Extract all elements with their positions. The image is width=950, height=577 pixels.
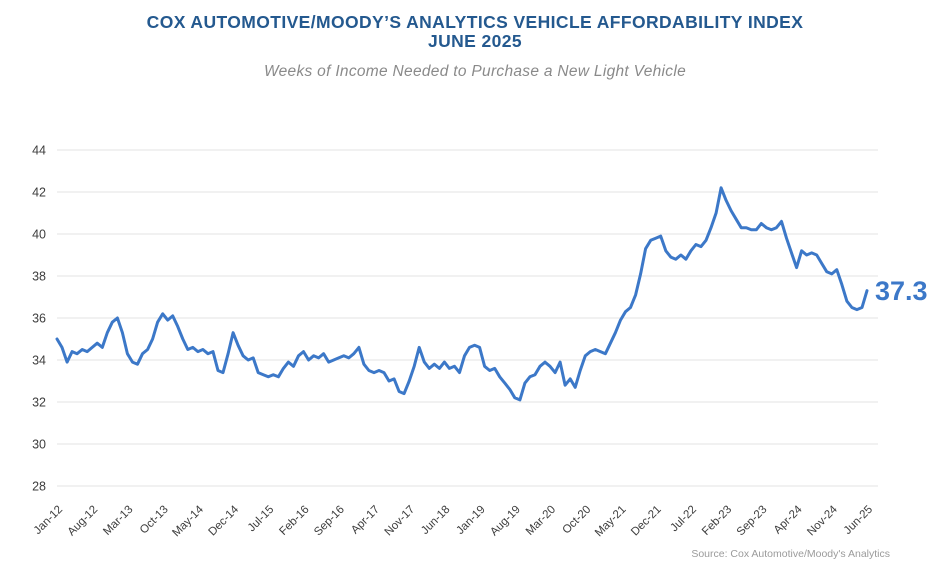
x-tick-label: Feb-23 <box>700 504 734 538</box>
chart-title-line2: JUNE 2025 <box>427 31 523 51</box>
x-tick-label: Oct-13 <box>138 504 171 537</box>
x-tick-label: Nov-17 <box>383 504 418 539</box>
x-tick-label: Jun-25 <box>842 504 875 537</box>
x-tick-label: Sep-16 <box>312 504 347 539</box>
x-tick-label: Jan-19 <box>454 504 487 537</box>
y-tick-label: 44 <box>32 144 46 158</box>
index-line-series <box>55 186 869 402</box>
x-tick-label: Mar-13 <box>101 504 135 538</box>
current-value-label: 37.3 <box>875 276 928 306</box>
x-tick-label: Aug-19 <box>488 504 523 539</box>
y-tick-label: 42 <box>32 186 46 200</box>
x-tick-label: Jul-15 <box>246 504 277 535</box>
x-tick-label: Nov-24 <box>805 503 840 538</box>
x-tick-label: Dec-14 <box>207 503 242 538</box>
y-tick-label: 40 <box>32 228 46 242</box>
chart-subtitle: Weeks of Income Needed to Purchase a New… <box>263 63 686 80</box>
x-tick-label: Aug-12 <box>66 504 101 539</box>
x-tick-label: Jul-22 <box>668 504 699 535</box>
x-tick-label: Feb-16 <box>277 504 311 538</box>
x-tick-label: Jun-18 <box>419 504 452 537</box>
x-tick-label: May-14 <box>170 503 206 539</box>
x-tick-label: Mar-20 <box>524 504 558 538</box>
x-tick-label: Jan-12 <box>32 504 65 537</box>
x-tick-label: Dec-21 <box>629 504 664 539</box>
y-tick-label: 32 <box>32 396 46 410</box>
y-tick-label: 38 <box>32 270 46 284</box>
x-tick-label: Apr-17 <box>349 504 382 537</box>
y-tick-label: 36 <box>32 312 46 326</box>
source-credit: Source: Cox Automotive/Moody's Analytics <box>691 548 890 560</box>
x-tick-label: May-21 <box>593 504 629 540</box>
y-tick-label: 30 <box>32 438 46 452</box>
y-tick-label: 34 <box>32 354 46 368</box>
y-tick-label: 28 <box>32 480 46 494</box>
x-tick-label: Sep-23 <box>735 504 770 539</box>
chart-title: COX AUTOMOTIVE/MOODY’S ANALYTICS VEHICLE… <box>0 13 950 51</box>
chart-title-line1: COX AUTOMOTIVE/MOODY’S ANALYTICS VEHICLE… <box>146 12 804 32</box>
x-tick-label: Apr-24 <box>772 503 805 536</box>
x-tick-label: Oct-20 <box>560 504 593 537</box>
